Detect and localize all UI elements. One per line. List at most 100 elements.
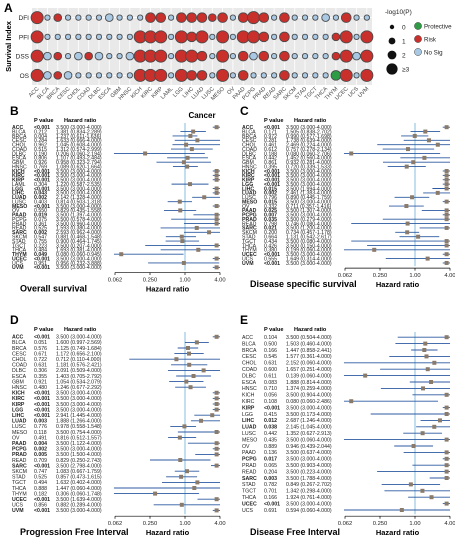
bubble-dfi-dlbc — [96, 15, 102, 20]
row-pvalue: 0.281 — [264, 138, 277, 144]
row-hr-text: 3.500 (0.173-4.000) — [286, 412, 332, 418]
row-name-kirc: KIRC — [12, 173, 25, 179]
pvalue-header: P value — [264, 118, 284, 124]
hr-point — [214, 390, 219, 395]
hr-point — [214, 212, 219, 217]
row-name-meso: MESO — [242, 199, 257, 205]
hr-point — [214, 402, 219, 406]
row-hr-text: 0.080 (0.060-2.706) — [286, 151, 332, 157]
bubble-dfi-pcpg — [247, 12, 260, 24]
row-pvalue: 0.856 — [34, 503, 47, 509]
row-name-laml: LAML — [12, 182, 26, 188]
bubble-dss-brca — [54, 52, 62, 60]
row-pvalue: 0.136 — [264, 450, 277, 456]
cancer-label-ov: OV — [226, 86, 236, 96]
row-pvalue: 0.435 — [264, 437, 277, 443]
row-pvalue: 0.515 — [34, 147, 47, 153]
row-pvalue: 0.710 — [264, 386, 277, 392]
row-pvalue: <0.001 — [34, 204, 50, 210]
hr-header: Hazard ratio — [64, 327, 97, 333]
row-name-lihc: LIHC — [242, 186, 254, 192]
hr-point — [426, 138, 431, 143]
bubble-dss-dlbc — [95, 52, 103, 60]
row-hr-text: 1.657 (0.251-4.000) — [286, 367, 332, 373]
row-name-chol: CHOL — [12, 143, 27, 149]
row-hr-text: 2.593 (0.962-4.000) — [56, 230, 102, 236]
row-hr-text: 0.080 (0.060-2.486) — [286, 399, 332, 405]
row-hr-text: 2.687 (1.246-4.000) — [286, 418, 332, 424]
row-pvalue: 0.709 — [34, 458, 47, 464]
hr-point — [444, 239, 449, 244]
row-hr-text: 1.181 (0.576-2.421) — [56, 363, 102, 369]
row-pvalue: 0.035 — [264, 217, 277, 223]
hr-point — [214, 173, 219, 178]
hr-point — [444, 217, 449, 222]
bubble-os-ov — [230, 73, 236, 78]
row-name-stad: STAD — [242, 234, 256, 240]
row-name-ucs: UCS — [242, 256, 253, 262]
row-pvalue: <0.001 — [34, 413, 50, 419]
row-name-read: READ — [242, 469, 257, 475]
row-pvalue: <0.001 — [264, 173, 280, 179]
row-pvalue: 0.755 — [34, 239, 47, 245]
row-pvalue: <0.001 — [264, 178, 280, 184]
x-tick-label: 0.062 — [108, 278, 123, 284]
row-pvalue: <0.001 — [264, 501, 280, 507]
row-name-ucec: UCEC — [12, 256, 27, 262]
row-hr-text: 1.649 (0.314-4.000) — [286, 256, 332, 262]
row-hr-text: 1.888 (1.266-4.000) — [56, 419, 102, 425]
hr-point — [444, 243, 449, 248]
size-legend-title: -log10(P) — [385, 9, 412, 16]
row-pvalue: 0.075 — [34, 217, 47, 223]
row-pvalue: 0.002 — [34, 447, 47, 453]
row-name-lusc: LUSC — [242, 195, 256, 201]
row-hr-text: 1.447 (0.858-2.441) — [286, 348, 332, 354]
row-hr-text: 1.593 (0.380-4.000) — [56, 226, 102, 232]
row-pvalue: <0.001 — [34, 335, 50, 341]
hr-point — [423, 341, 428, 346]
color-legend-label: Risk — [424, 37, 437, 44]
hr-point — [143, 151, 148, 156]
bubble-dfi-lusc — [208, 14, 216, 22]
row-hr-text: 0.829 (0.435-1.558) — [56, 208, 102, 214]
row-pvalue: <0.001 — [34, 265, 50, 271]
hr-point — [412, 133, 417, 138]
hr-point — [429, 495, 434, 500]
bubble-dss-sarc — [280, 51, 289, 61]
row-pvalue: <0.001 — [264, 169, 280, 175]
bubble-dfi-luad — [197, 13, 207, 23]
row-name-hnsc: HNSC — [242, 164, 257, 170]
row-pvalue: 0.403 — [34, 199, 47, 205]
bubble-dfi-ucs — [354, 15, 359, 20]
row-name-gbm: GBM — [242, 160, 254, 166]
row-pvalue: 0.002 — [34, 230, 47, 236]
row-pvalue: 0.065 — [264, 463, 277, 469]
row-hr-text: 3.500 (1.307-4.000) — [286, 208, 332, 214]
x-axis-title: Hazard ratio — [146, 285, 190, 294]
row-pvalue: 0.426 — [264, 243, 277, 249]
bubble-pfi-ucs — [354, 34, 359, 40]
hr-point — [201, 368, 206, 373]
bubble-dss-ucs — [353, 52, 360, 60]
color-legend-dot — [414, 48, 422, 56]
row-name-lgg: LGG — [12, 186, 23, 192]
row-hr-text: 3.500 (3.000-4.000) — [56, 391, 102, 397]
x-tick-label: 4.00 — [214, 278, 225, 284]
forest-title: Disease Free Interval — [250, 527, 340, 537]
forest-title: Disease specific survival — [250, 279, 357, 289]
row-name-skcm: SKCM — [12, 469, 27, 475]
row-hr-text: 1.693 (0.381-4.000) — [56, 248, 102, 254]
panel-letter-d: D — [10, 313, 19, 327]
bubble-pfi-chol — [76, 34, 81, 40]
row-pvalue: 0.525 — [34, 475, 47, 481]
size-legend-label: ≥3 — [402, 67, 410, 74]
row-pvalue: 0.284 — [34, 138, 47, 144]
hr-point — [214, 217, 219, 222]
row-pvalue: 0.025 — [264, 208, 277, 214]
bubble-os-brca — [54, 71, 62, 79]
row-hr-text: 3.500 (3.000-4.000) — [56, 407, 102, 413]
hr-point — [405, 147, 410, 152]
row-hr-text: 0.946 (0.439-2.044) — [286, 444, 332, 450]
row-name-stad: STAD — [242, 482, 256, 488]
row-hr-text: 0.734 (0.457-1.178) — [286, 230, 332, 236]
